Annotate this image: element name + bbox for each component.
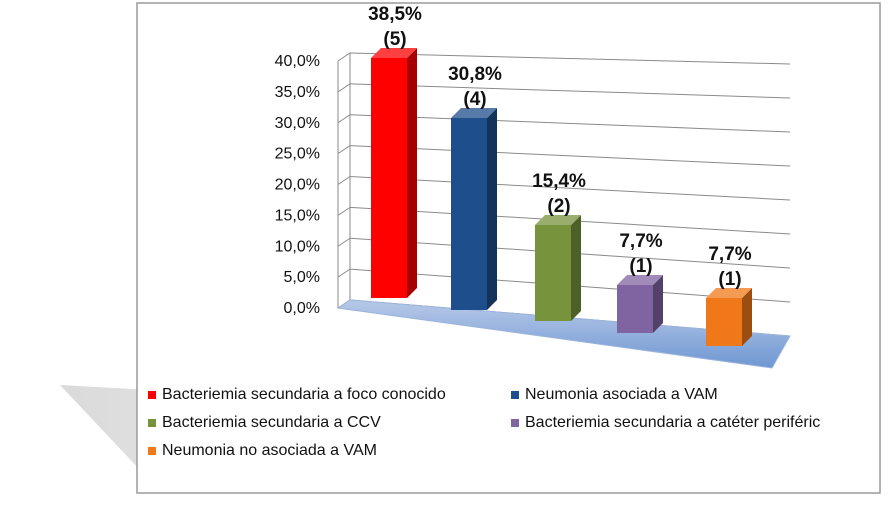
- legend: Bacteriemia secundaria a foco conocido N…: [148, 384, 878, 462]
- gridline: [349, 52, 791, 65]
- gridline-side: [337, 206, 351, 216]
- bar-side-face: [407, 48, 417, 298]
- legend-swatch-purple: [511, 419, 519, 427]
- legend-label: Neumonia no asociada a VAM: [162, 442, 377, 459]
- legend-label: Bacteriemia secundaria a foco conocido: [162, 386, 446, 403]
- gridline: [349, 114, 791, 133]
- legend-item-cateter-periferico: Bacteriemia secundaria a catéter perifér…: [511, 412, 871, 434]
- legend-swatch-orange: [148, 447, 156, 455]
- legend-label: Neumonia asociada a VAM: [525, 386, 718, 403]
- card-frame: [136, 2, 881, 494]
- legend-item-ccv: Bacteriemia secundaria a CCV: [148, 412, 511, 434]
- legend-item-foco-conocido: Bacteriemia secundaria a foco conocido: [148, 384, 511, 406]
- legend-item-neumonia-vam: Neumonia asociada a VAM: [511, 384, 871, 406]
- bar-top-face: [371, 48, 417, 58]
- y-tick-label: 10,0%: [275, 238, 320, 255]
- bar-value-label: 7,7%: [708, 244, 751, 265]
- y-tick-label: 30,0%: [275, 115, 320, 132]
- y-tick-label: 25,0%: [275, 146, 320, 163]
- gridline: [349, 83, 791, 99]
- bar-side-face: [571, 215, 581, 321]
- gridline-side: [337, 145, 351, 155]
- gridline-side: [337, 83, 351, 93]
- bar: [706, 288, 752, 346]
- bar: [371, 48, 417, 298]
- bar-count-label: (1): [718, 269, 741, 290]
- y-tick-label: 35,0%: [275, 84, 320, 101]
- y-tick-label: 20,0%: [275, 177, 320, 194]
- y-tick-label: 5,0%: [284, 269, 320, 286]
- y-tick-label: 40,0%: [275, 53, 320, 70]
- legend-item-neumonia-no-vam: Neumonia no asociada a VAM: [148, 440, 511, 462]
- legend-label: Bacteriemia secundaria a CCV: [162, 414, 381, 431]
- bar-count-label: (5): [383, 29, 406, 50]
- data-labels: 38,5% (5) 30,8% (4) 15,4% (2) 7,7% (1) 7,7% (1): [368, 4, 752, 290]
- bar: [617, 275, 663, 333]
- gridline: [349, 145, 791, 167]
- bar-top-face: [535, 215, 581, 225]
- legend-swatch-red: [148, 391, 156, 399]
- bar-count-label: (1): [629, 256, 652, 277]
- legend-swatch-blue: [511, 391, 519, 399]
- bar-top-face: [617, 275, 663, 285]
- bar-front-face: [535, 225, 571, 321]
- bars: [371, 48, 752, 346]
- bar-count-label: (4): [463, 89, 486, 110]
- bar-top-face: [451, 108, 497, 118]
- y-tick-label: 0,0%: [284, 300, 320, 317]
- bar-front-face: [617, 285, 653, 333]
- bar-side-face: [742, 288, 752, 346]
- bar-value-label: 38,5%: [368, 4, 422, 25]
- bar-front-face: [371, 58, 407, 298]
- bar-value-label: 30,8%: [448, 64, 502, 85]
- bar-value-label: 15,4%: [532, 171, 586, 192]
- bar-front-face: [451, 118, 487, 310]
- gridline-side: [337, 237, 351, 247]
- y-tick-label: 15,0%: [275, 207, 320, 224]
- legend-swatch-green: [148, 419, 156, 427]
- bar-top-face: [706, 288, 752, 298]
- gridline: [349, 176, 791, 201]
- bar-count-label: (2): [547, 196, 570, 217]
- y-axis: 0,0% 5,0% 10,0% 15,0% 20,0% 25,0% 30,0% 35,0% 40…: [275, 53, 351, 317]
- bar: [451, 108, 497, 310]
- bar-front-face: [706, 298, 742, 346]
- gridline-side: [337, 114, 351, 124]
- legend-label: Bacteriemia secundaria a catéter perifér…: [525, 414, 821, 431]
- gridline-side: [337, 268, 351, 278]
- bar-value-label: 7,7%: [619, 231, 662, 252]
- gridline-side: [337, 52, 351, 62]
- gridline-side: [337, 176, 351, 185]
- bar-side-face: [487, 108, 497, 310]
- bar-side-face: [653, 275, 663, 333]
- bar: [535, 215, 581, 321]
